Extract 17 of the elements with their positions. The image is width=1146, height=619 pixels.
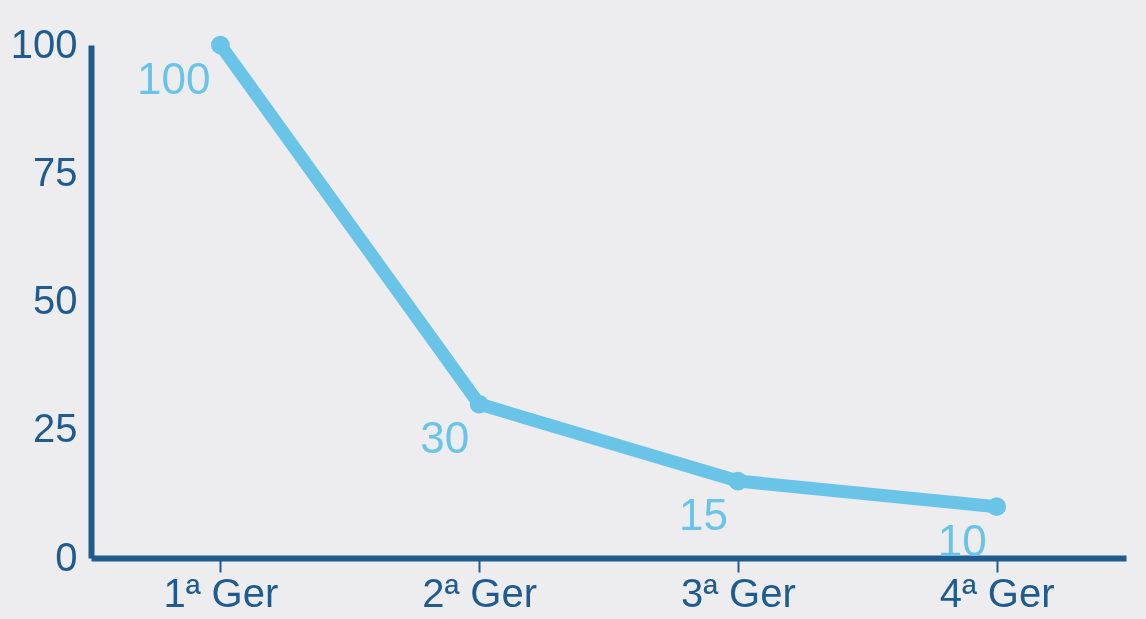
point: [211, 35, 230, 55]
x-tick-label: 1ª Ger: [163, 570, 279, 615]
y-tick-label: 50: [33, 278, 78, 322]
y-tick-label: 100: [10, 21, 78, 66]
x-tick-label: 2ª Ger: [422, 570, 538, 615]
data-label: 100: [136, 54, 211, 103]
point: [987, 497, 1006, 517]
data-label: 30: [420, 413, 470, 463]
x-tick-label: 4ª Ger: [939, 570, 1055, 615]
y-tick-label: 25: [33, 406, 78, 451]
data-label: 10: [937, 515, 987, 565]
point: [469, 394, 489, 414]
point: [728, 471, 748, 491]
y-tick-label: 75: [33, 149, 78, 194]
data-label: 15: [678, 490, 728, 540]
y-tick-label: 0: [55, 534, 78, 579]
x-tick-label: 3ª Ger: [680, 570, 796, 615]
